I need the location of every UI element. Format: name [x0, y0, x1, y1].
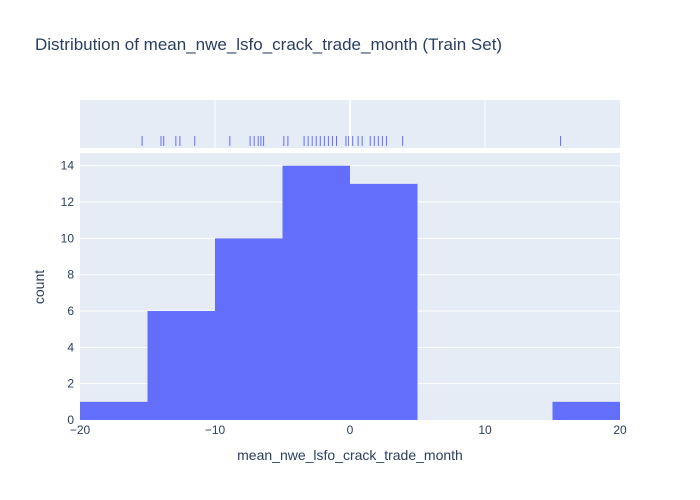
histogram-bar — [350, 183, 418, 420]
x-tick-label: −10 — [205, 423, 226, 437]
x-tick-label: −20 — [70, 423, 91, 437]
histogram-bar — [282, 165, 350, 420]
y-tick-label: 6 — [67, 304, 74, 318]
y-tick-label: 10 — [61, 231, 75, 245]
x-axis-title: mean_nwe_lsfo_crack_trade_month — [237, 447, 463, 463]
y-tick-label: 4 — [67, 340, 74, 354]
y-tick-label: 12 — [61, 195, 75, 209]
histogram-bar — [80, 401, 148, 420]
histogram-bar — [215, 238, 283, 420]
x-tick-label: 10 — [478, 423, 492, 437]
y-tick-label: 8 — [67, 268, 74, 282]
histogram-bar — [147, 311, 215, 420]
histogram-bar — [552, 401, 620, 420]
x-tick-label: 0 — [347, 423, 354, 437]
y-tick-label: 0 — [67, 413, 74, 427]
chart-title: Distribution of mean_nwe_lsfo_crack_trad… — [35, 35, 502, 54]
y-tick-label: 14 — [61, 159, 75, 173]
y-axis-title: count — [31, 270, 47, 304]
y-tick-label: 2 — [67, 377, 74, 391]
x-tick-label: 20 — [613, 423, 627, 437]
